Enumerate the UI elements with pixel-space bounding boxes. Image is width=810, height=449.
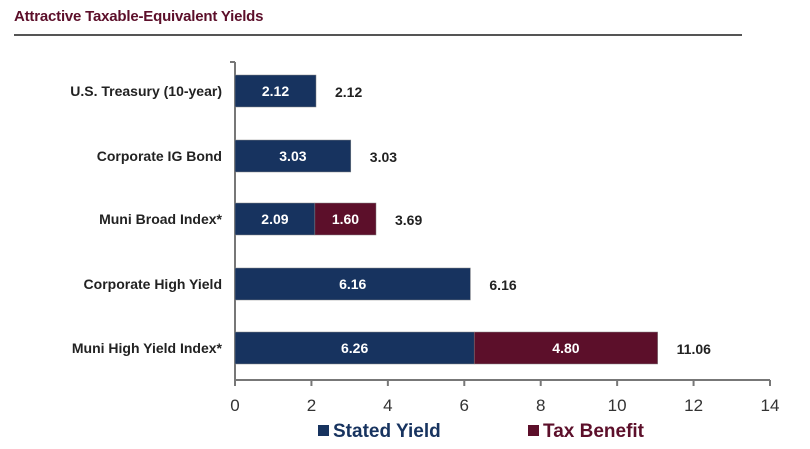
bar-value-label: 4.80 xyxy=(552,340,579,356)
title-divider xyxy=(14,34,742,36)
x-tick-label: 8 xyxy=(536,396,545,415)
x-tick-label: 6 xyxy=(460,396,469,415)
x-tick-label: 14 xyxy=(761,396,780,415)
category-label: Muni High Yield Index* xyxy=(72,340,223,356)
bar-stated-yield xyxy=(234,74,317,108)
category-label: Corporate High Yield xyxy=(84,276,222,292)
bar-tax-benefit xyxy=(473,331,658,365)
legend-swatch xyxy=(528,425,539,436)
total-value-label: 2.12 xyxy=(335,84,362,100)
x-tick-label: 12 xyxy=(684,396,703,415)
bar-value-label: 2.12 xyxy=(262,83,289,99)
bar-value-label: 2.09 xyxy=(261,211,288,227)
x-tick-label: 10 xyxy=(608,396,627,415)
bar-stated-yield xyxy=(234,267,471,301)
bar-tax-benefit xyxy=(314,202,377,236)
legend-label: Tax Benefit xyxy=(543,421,645,442)
bar-stated-yield xyxy=(234,202,316,236)
bar-value-label: 6.16 xyxy=(339,276,366,292)
bar-value-label: 3.03 xyxy=(279,148,306,164)
bar-value-label: 1.60 xyxy=(332,211,359,227)
total-value-label: 3.03 xyxy=(370,149,397,165)
category-label: Muni Broad Index* xyxy=(99,211,222,227)
category-label: Corporate IG Bond xyxy=(97,148,222,164)
x-tick-label: 4 xyxy=(383,396,392,415)
x-tick-label: 0 xyxy=(230,396,239,415)
legend-label: Stated Yield xyxy=(333,421,441,442)
x-tick-label: 2 xyxy=(307,396,316,415)
total-value-label: 6.16 xyxy=(489,277,516,293)
category-label: U.S. Treasury (10-year) xyxy=(70,83,222,99)
chart-title: Attractive Taxable-Equivalent Yields xyxy=(14,8,264,25)
bar-stated-yield xyxy=(234,139,352,173)
bar-value-label: 6.26 xyxy=(341,340,368,356)
legend-swatch xyxy=(318,425,329,436)
bar-stated-yield xyxy=(234,331,475,365)
total-value-label: 11.06 xyxy=(677,341,711,357)
total-value-label: 3.69 xyxy=(395,212,422,228)
